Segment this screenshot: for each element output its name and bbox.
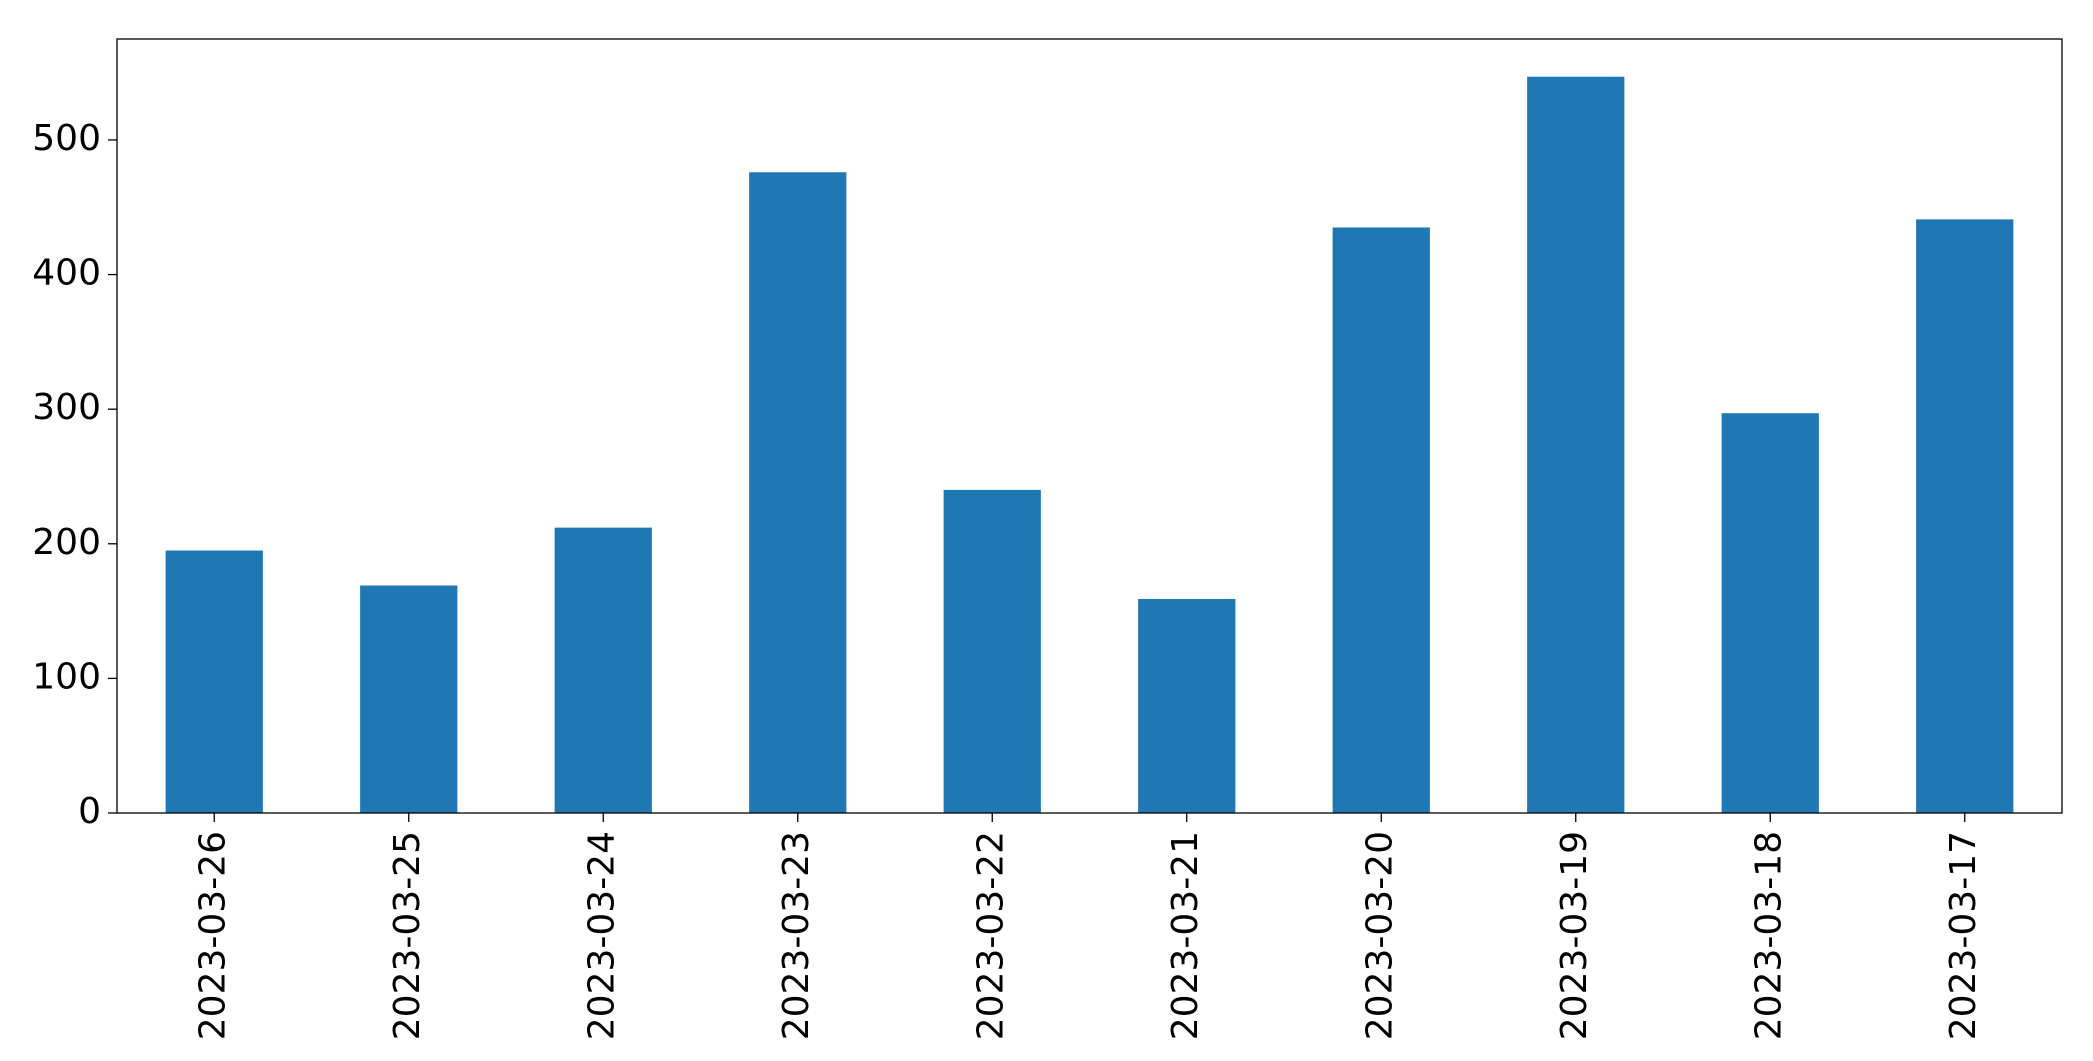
bar: [749, 172, 847, 814]
y-tick-label: 0: [78, 791, 101, 832]
bar: [1721, 413, 1819, 813]
x-tick-label: 2023-03-22: [970, 831, 1011, 1040]
y-tick-label: 200: [32, 522, 101, 563]
bar: [1138, 598, 1236, 813]
y-tick-label: 300: [32, 387, 101, 428]
bar: [165, 550, 263, 813]
x-tick-label: 2023-03-25: [387, 831, 428, 1040]
x-tick-label: 2023-03-24: [581, 831, 622, 1040]
bar: [1916, 219, 2014, 813]
bar: [1527, 76, 1625, 814]
x-tick-label: 2023-03-20: [1359, 831, 1400, 1040]
x-tick-label: 2023-03-18: [1748, 831, 1789, 1040]
x-tick-label: 2023-03-21: [1165, 831, 1206, 1040]
x-tick-label: 2023-03-17: [1943, 831, 1984, 1040]
bar: [1332, 227, 1430, 814]
x-tick-label: 2023-03-19: [1554, 831, 1595, 1040]
bar: [360, 585, 458, 813]
bar: [943, 489, 1041, 813]
bar: [554, 527, 652, 813]
x-tick-label: 2023-03-26: [192, 831, 233, 1040]
axes-frame: [116, 38, 2063, 814]
y-tick-label: 500: [32, 118, 101, 159]
y-tick-label: 400: [32, 253, 101, 294]
x-tick-label: 2023-03-23: [776, 831, 817, 1040]
y-tick-label: 100: [32, 656, 101, 697]
